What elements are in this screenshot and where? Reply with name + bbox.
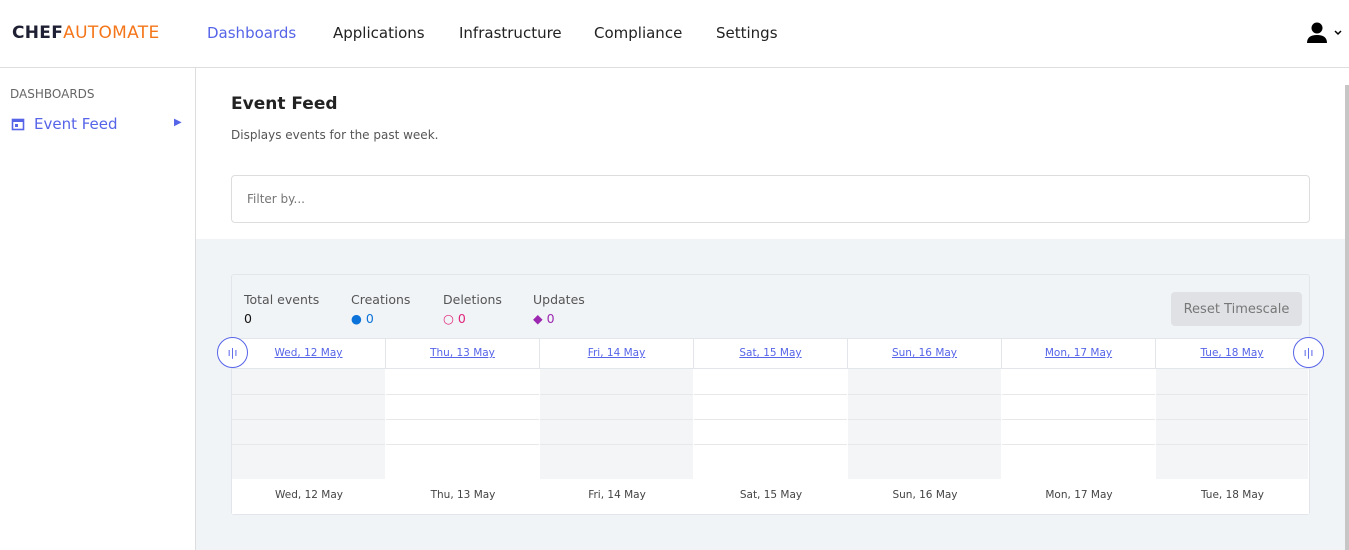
- event-timeline-card: Total events 0 Creations ● 0 Deletions ○ 0 …: [231, 274, 1310, 515]
- stat-label: Creations: [351, 292, 411, 307]
- stat-creations: Creations ● 0: [351, 292, 410, 326]
- reset-timescale-button[interactable]: Reset Timescale: [1171, 292, 1302, 326]
- day-column: Fri, 14 May Fri, 14 May: [540, 338, 694, 514]
- logo-text-automate: AUTOMATE: [63, 23, 160, 43]
- stat-value: 0: [244, 311, 252, 326]
- day-column: Sun, 16 May Sun, 16 May: [848, 338, 1002, 514]
- day-column: Tue, 18 May Tue, 18 May: [1156, 338, 1309, 514]
- day-footer-label: Fri, 14 May: [540, 479, 694, 514]
- top-header: CHEFAUTOMATE Dashboards Applications Inf…: [0, 0, 1349, 68]
- page-title: Event Feed: [231, 94, 338, 114]
- day-header-link[interactable]: Fri, 14 May: [540, 338, 694, 369]
- open-circle-icon: ○: [443, 311, 454, 326]
- calendar-icon: [11, 118, 25, 131]
- day-footer-label: Thu, 13 May: [386, 479, 540, 514]
- filter-input[interactable]: [231, 175, 1310, 223]
- day-lanes: [232, 369, 386, 479]
- stat-total: Total events 0: [244, 292, 319, 326]
- day-header-link[interactable]: Sun, 16 May: [848, 338, 1002, 369]
- day-column: Thu, 13 May Thu, 13 May: [386, 338, 540, 514]
- user-icon: [1307, 22, 1342, 43]
- day-footer-label: Mon, 17 May: [1002, 479, 1156, 514]
- stat-value: 0: [365, 311, 374, 326]
- day-lanes: [848, 369, 1002, 479]
- stat-label: Updates: [533, 292, 585, 307]
- day-column: Sat, 15 May Sat, 15 May: [694, 338, 848, 514]
- sidebar: DASHBOARDS Event Feed ▶: [0, 68, 196, 550]
- timeline-grid: Wed, 12 May Wed, 12 May Thu, 13 May Thu, 13…: [232, 338, 1309, 514]
- day-footer-label: Sat, 15 May: [694, 479, 848, 514]
- diamond-icon: ◆: [533, 311, 543, 326]
- day-footer-label: Sun, 16 May: [848, 479, 1002, 514]
- sidebar-item-event-feed[interactable]: Event Feed ▶: [10, 115, 186, 135]
- day-lanes: [386, 369, 540, 479]
- stat-updates: Updates ◆ 0: [533, 292, 585, 326]
- caret-right-icon: ▶: [174, 117, 182, 128]
- day-header-link[interactable]: Tue, 18 May: [1156, 338, 1309, 369]
- sidebar-item-label: Event Feed: [34, 115, 118, 133]
- day-lanes: [1156, 369, 1309, 479]
- nav-settings[interactable]: Settings: [716, 24, 778, 42]
- filled-circle-icon: ●: [351, 311, 362, 326]
- page-subtitle: Displays events for the past week.: [231, 128, 439, 142]
- day-header-link[interactable]: Sat, 15 May: [694, 338, 848, 369]
- day-header-link[interactable]: Thu, 13 May: [386, 338, 540, 369]
- day-header-link[interactable]: Mon, 17 May: [1002, 338, 1156, 369]
- logo-text-chef: CHEF: [12, 23, 64, 43]
- day-lanes: [540, 369, 694, 479]
- sidebar-caption: DASHBOARDS: [10, 87, 95, 101]
- user-menu[interactable]: [1306, 22, 1346, 50]
- stat-label: Deletions: [443, 292, 502, 307]
- nav-dashboards[interactable]: Dashboards: [207, 24, 297, 42]
- nav-compliance[interactable]: Compliance: [594, 24, 683, 42]
- day-footer-label: Tue, 18 May: [1156, 479, 1309, 514]
- day-lanes: [694, 369, 848, 479]
- day-header-link[interactable]: Wed, 12 May: [232, 338, 386, 369]
- timeline-right-handle-icon[interactable]: ı|ı: [1293, 337, 1324, 368]
- stat-deletions: Deletions ○ 0: [443, 292, 502, 326]
- nav-infrastructure[interactable]: Infrastructure: [459, 24, 562, 42]
- stat-label: Total events: [244, 292, 320, 307]
- timeline-left-handle-icon[interactable]: ı|ı: [217, 337, 248, 368]
- day-lanes: [1002, 369, 1156, 479]
- chef-automate-logo[interactable]: CHEFAUTOMATE: [12, 23, 159, 43]
- day-column: Wed, 12 May Wed, 12 May: [232, 338, 386, 514]
- chevron-down-icon: [1334, 30, 1342, 36]
- stat-value: 0: [457, 311, 466, 326]
- scrollbar[interactable]: [1345, 85, 1349, 550]
- stat-value: 0: [546, 311, 555, 326]
- nav-applications[interactable]: Applications: [333, 24, 425, 42]
- day-column: Mon, 17 May Mon, 17 May: [1002, 338, 1156, 514]
- day-footer-label: Wed, 12 May: [232, 479, 386, 514]
